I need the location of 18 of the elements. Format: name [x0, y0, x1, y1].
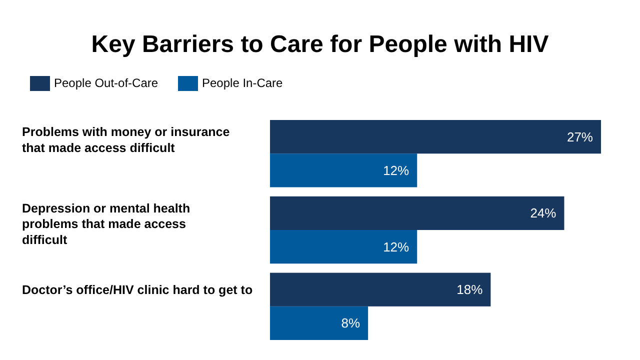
- data-label: 24%: [530, 206, 557, 221]
- y-tick-label: Doctor’s office/HIV clinic hard to get to: [22, 282, 253, 297]
- bar: [270, 306, 368, 340]
- legend-label: People Out-of-Care: [54, 76, 158, 90]
- data-label: 12%: [383, 162, 410, 178]
- bar: [270, 154, 418, 188]
- chart-title: Key Barriers to Care for People with HIV: [91, 31, 549, 58]
- bar: [270, 272, 491, 306]
- legend-label: People In-Care: [202, 76, 284, 90]
- data-label: 18%: [456, 282, 484, 298]
- bar: [270, 230, 418, 264]
- bar: [270, 120, 601, 154]
- data-label: 12%: [383, 239, 410, 254]
- data-label: 8%: [341, 316, 361, 331]
- bar: [270, 196, 564, 230]
- data-label: 27%: [566, 129, 594, 144]
- y-tick-label: Depression or mental health problems that made access difficult: [22, 202, 190, 247]
- y-tick-label: Problems with money or insurance that made access difficult: [22, 125, 230, 155]
